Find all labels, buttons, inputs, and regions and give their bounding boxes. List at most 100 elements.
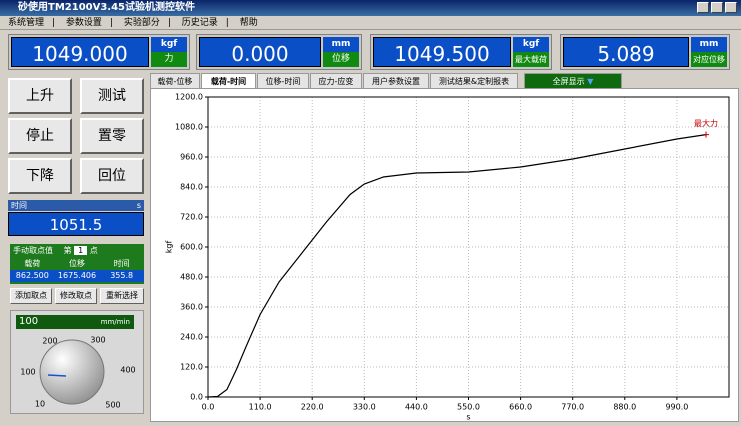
y-tick-label: 1080.0 [175, 123, 203, 132]
data-line [207, 134, 707, 398]
manual-index[interactable]: 1 [74, 246, 88, 255]
menu-item[interactable]: 历史记录 [181, 18, 218, 28]
tab[interactable]: 位移-时间 [257, 73, 309, 88]
dial-label: 200 [42, 337, 57, 346]
display-label: 力 [151, 52, 187, 67]
y-tick-label: 600.0 [180, 243, 203, 252]
speed-box[interactable]: 100 mm/min [16, 315, 134, 329]
tab[interactable]: 测试结果&定制报表 [430, 73, 518, 88]
speed-unit: mm/min [100, 318, 130, 326]
dial-label: 300 [90, 336, 105, 345]
display-unit: mm [323, 37, 359, 52]
table-header: 位移 [69, 259, 85, 268]
point-button[interactable]: 重新选择 [100, 288, 144, 304]
fullscreen-label: 全屏显示 [552, 77, 585, 86]
manual-title: 手动取点值 [13, 246, 53, 255]
menu-item[interactable]: 帮助 [239, 18, 258, 28]
tab[interactable]: 用户参数设置 [363, 73, 429, 88]
annotation: 最大力 [694, 118, 718, 128]
display-unit: kgf [151, 37, 187, 52]
control-button[interactable]: 测试 [80, 78, 144, 114]
dial-label: 400 [120, 366, 135, 375]
minimize-button[interactable] [697, 2, 709, 13]
display-label: 最大载荷 [513, 52, 549, 67]
time-label: 时间 [11, 201, 27, 210]
display: 5.089 mm 对应位移 [560, 34, 730, 70]
dial-knob[interactable] [39, 339, 105, 405]
x-tick-label: 110.0 [249, 403, 272, 412]
table-cell: 1675.406 [57, 271, 97, 280]
y-tick-label: 120.0 [180, 363, 203, 372]
menu-item[interactable]: 实验部分 [123, 18, 160, 28]
y-tick-label: 480.0 [180, 273, 203, 282]
dial-pointer [47, 374, 67, 377]
table-header: 时间 [113, 259, 130, 268]
manual-points: 手动取点值 第 1 点 载荷 位移 时间 862.500 1675.406 35… [10, 244, 144, 284]
y-tick-label: 720.0 [180, 213, 203, 222]
control-button[interactable]: 回位 [80, 158, 144, 194]
y-tick-label: 960.0 [180, 153, 203, 162]
dial-label: 10 [35, 400, 45, 409]
display: 0.000 mm 位移 [196, 34, 362, 70]
tab[interactable]: 应力-应变 [310, 73, 362, 88]
y-tick-label: 240.0 [180, 333, 203, 342]
point-button[interactable]: 添加取点 [10, 288, 52, 304]
x-tick-label: 770.0 [561, 403, 584, 412]
time-header: 时间 s [8, 200, 144, 211]
menu-bar: 系统管理 | 参数设置 | 实验部分 | 历史记录 | 帮助 [0, 16, 741, 30]
time-value: 1051.5 [8, 212, 144, 236]
control-button[interactable]: 上升 [8, 78, 72, 114]
control-button[interactable]: 下降 [8, 158, 72, 194]
display-value: 1049.000 [11, 37, 149, 67]
table-cell: 862.500 [15, 271, 49, 280]
max-marker [703, 131, 710, 138]
dial-label: 100 [20, 368, 35, 377]
speed-dial[interactable]: 10 100 200 300 400 500 [10, 332, 144, 414]
fullscreen-button[interactable]: 全屏显示 ▼ [524, 73, 622, 88]
control-button[interactable]: 停止 [8, 118, 72, 154]
display-unit: mm [691, 37, 727, 52]
dropdown-arrow: ▼ [587, 77, 594, 86]
x-axis-label: s [466, 413, 470, 422]
x-tick-label: 550.0 [457, 403, 480, 412]
display-unit: kgf [513, 37, 549, 52]
manual-suffix: 点 [89, 246, 98, 255]
display: 1049.500 kgf 最大载荷 [370, 34, 552, 70]
display-value: 0.000 [199, 37, 321, 67]
tab[interactable]: 载荷-时间 [201, 73, 256, 88]
x-tick-label: 880.0 [613, 403, 636, 412]
y-tick-label: 840.0 [180, 183, 203, 192]
x-tick-label: 660.0 [509, 403, 532, 412]
y-tick-label: 0.0 [190, 393, 203, 402]
menu-item[interactable]: 参数设置 [65, 18, 102, 28]
display-label: 对应位移 [691, 52, 727, 67]
y-axis-label: kgf [165, 241, 174, 254]
close-button[interactable] [725, 2, 737, 13]
chart: s kgf 0.0 120.0 240.0 360.0 480.0 600.0 720.0 8… [150, 88, 739, 422]
x-tick-label: 220.0 [301, 403, 324, 412]
display: 1049.000 kgf 力 [8, 34, 190, 70]
display-label: 位移 [323, 52, 359, 67]
plot-frame [207, 96, 730, 398]
tab[interactable]: 载荷-位移 [150, 73, 200, 88]
table-cell: 355.8 [110, 271, 134, 280]
menu-item[interactable]: 系统管理 [8, 18, 45, 28]
control-button[interactable]: 置零 [80, 118, 144, 154]
x-tick-label: 330.0 [353, 403, 376, 412]
display-value: 5.089 [563, 37, 689, 67]
point-button[interactable]: 修改取点 [55, 288, 97, 304]
window-title: 砂使用TM2100V3.45试验机测控软件 [0, 0, 741, 16]
y-tick-label: 1200.0 [175, 93, 203, 102]
x-tick-label: 440.0 [405, 403, 428, 412]
dial-label: 500 [105, 401, 120, 410]
maximize-button[interactable] [711, 2, 723, 13]
display-value: 1049.500 [373, 37, 511, 67]
manual-prefix: 第 [63, 246, 72, 255]
speed-value: 100 [19, 316, 39, 327]
y-tick-label: 360.0 [180, 303, 203, 312]
x-tick-label: 0.0 [202, 403, 215, 412]
table-header: 载荷 [24, 259, 41, 268]
time-unit: s [136, 201, 141, 210]
